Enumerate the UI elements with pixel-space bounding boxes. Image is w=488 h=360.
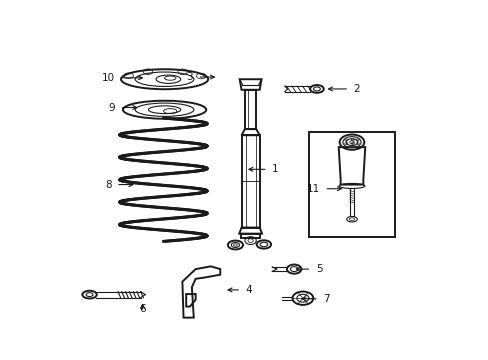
Text: 1: 1 (272, 164, 278, 174)
Text: 2: 2 (353, 84, 360, 94)
Text: 3: 3 (186, 72, 193, 82)
Text: 11: 11 (306, 184, 319, 194)
Text: 4: 4 (245, 285, 252, 295)
Bar (309, 132, 394, 237)
Text: 10: 10 (102, 73, 115, 83)
Text: 9: 9 (108, 103, 115, 113)
Text: 7: 7 (323, 294, 329, 304)
Text: 5: 5 (315, 264, 322, 274)
Text: 8: 8 (105, 180, 111, 190)
Text: 6: 6 (139, 304, 145, 314)
